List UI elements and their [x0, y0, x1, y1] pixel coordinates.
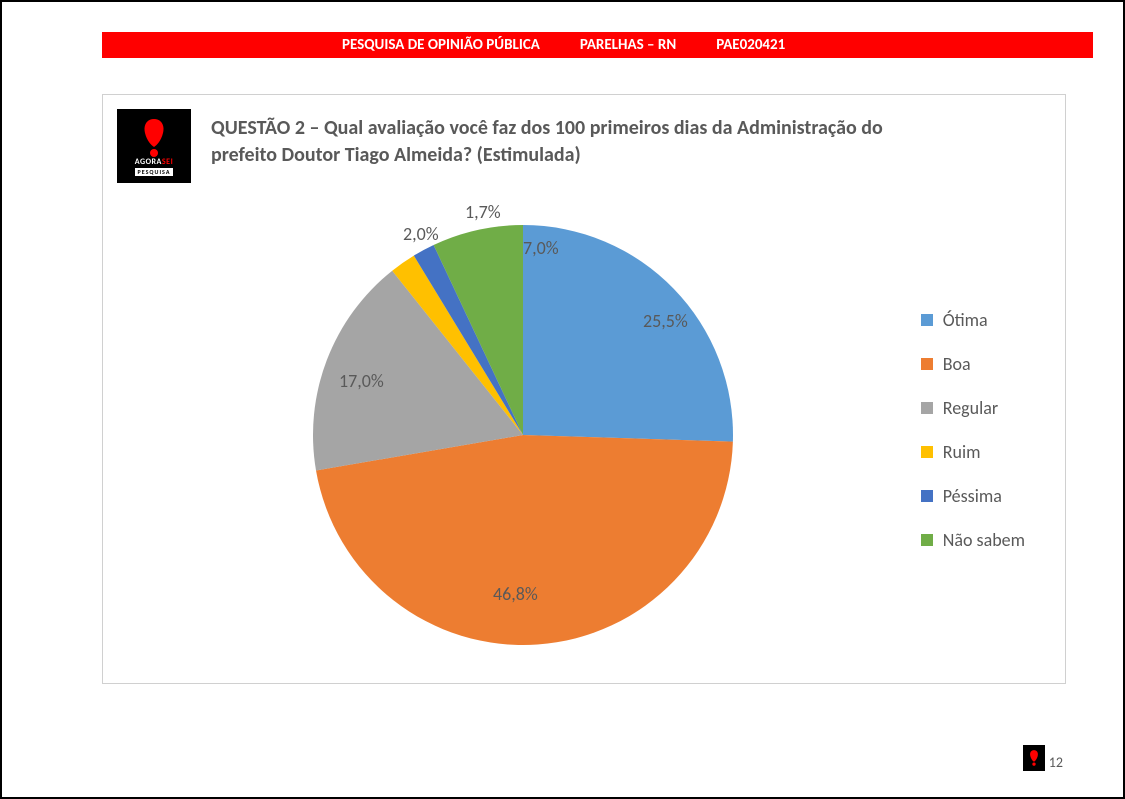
exclamation-icon	[137, 117, 171, 159]
footer: 12	[1023, 745, 1063, 771]
footer-logo-icon	[1023, 745, 1045, 771]
brand-logo: AGORASEI PESQUISA	[117, 109, 191, 183]
chart-legend: Ótima Boa Regular Ruim Péssima Não sabem	[921, 309, 1025, 551]
legend-label: Não sabem	[943, 529, 1025, 551]
legend-swatch	[921, 490, 933, 502]
legend-swatch	[921, 534, 933, 546]
header-code: PAE020421	[716, 36, 785, 54]
legend-swatch	[921, 314, 933, 326]
pie-chart	[313, 225, 733, 645]
legend-item: Ótima	[921, 309, 1025, 331]
legend-label: Ruim	[943, 441, 981, 463]
logo-subtext: PESQUISA	[135, 168, 174, 176]
header-title: PESQUISA DE OPINIÃO PÚBLICA	[342, 36, 540, 54]
legend-item: Péssima	[921, 485, 1025, 507]
pie-slice-label: 46,8%	[493, 583, 538, 605]
pie-slice-label: 17,0%	[339, 370, 384, 392]
legend-label: Ótima	[943, 309, 988, 331]
page-number: 12	[1049, 754, 1063, 771]
header-location: PARELHAS – RN	[580, 36, 676, 54]
header-bar: PESQUISA DE OPINIÃO PÚBLICA PARELHAS – R…	[102, 32, 1093, 58]
legend-item: Boa	[921, 353, 1025, 375]
legend-item: Regular	[921, 397, 1025, 419]
legend-swatch	[921, 402, 933, 414]
pie-slice-label: 2,0%	[403, 223, 439, 245]
legend-swatch	[921, 358, 933, 370]
legend-item: Ruim	[921, 441, 1025, 463]
legend-swatch	[921, 446, 933, 458]
legend-label: Regular	[943, 397, 998, 419]
pie-slice-label: 7,0%	[523, 237, 559, 259]
chart-card: AGORASEI PESQUISA QUESTÃO 2 – Qual avali…	[102, 94, 1066, 684]
pie-slice	[316, 435, 733, 645]
legend-label: Péssima	[943, 485, 1002, 507]
chart-title: QUESTÃO 2 – Qual avaliação você faz dos …	[211, 115, 911, 169]
pie-slice-label: 1,7%	[465, 201, 501, 223]
pie-slice-label: 25,5%	[643, 310, 688, 332]
legend-item: Não sabem	[921, 529, 1025, 551]
legend-label: Boa	[943, 353, 971, 375]
